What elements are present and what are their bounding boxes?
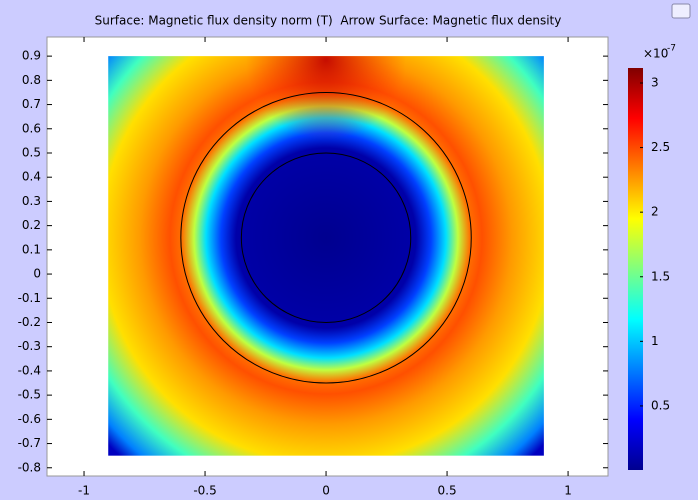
y-tick-label: 0.6 (22, 121, 41, 135)
x-tick-label: -0.5 (193, 484, 216, 498)
y-tick-label: -0.6 (18, 412, 41, 426)
y-tick-label: 0.3 (22, 194, 41, 208)
colorbar (628, 68, 643, 470)
colorbar-multiplier: ×10 (643, 47, 668, 61)
colorbar-tick-label: 2.5 (651, 140, 670, 154)
surface-hotspot (108, 56, 544, 456)
icon[interactable] (671, 3, 691, 19)
y-tick-label: -0.8 (18, 460, 41, 474)
y-tick-label: -0.7 (18, 436, 41, 450)
colorbar-tick-label: 0.5 (651, 398, 670, 412)
chart-title: Surface: Magnetic flux density norm (T) … (95, 14, 562, 28)
x-tick-label: 0.5 (438, 484, 457, 498)
boundary-circle (180, 91, 472, 384)
y-tick-label: 0.2 (22, 218, 41, 232)
x-tick-label: 0 (322, 484, 330, 498)
surface (108, 56, 544, 456)
x-tick-label: 1 (564, 484, 572, 498)
y-tick-label: 0.1 (22, 242, 41, 256)
y-tick-label: 0.7 (22, 97, 41, 111)
colorbar-tick-label: 1.5 (651, 269, 670, 283)
y-tick-label: -0.3 (18, 339, 41, 353)
y-tick-label: 0.5 (22, 145, 41, 159)
y-tick-label: 0 (33, 267, 41, 281)
colorbar-exponent: -7 (667, 44, 676, 54)
colorbar-tick-label: 2 (651, 205, 659, 219)
x-tick-label: -1 (78, 484, 90, 498)
colorbar-tick-label: 1 (651, 334, 659, 348)
y-tick-label: 0.8 (22, 73, 41, 87)
colorbar-tick-label: 3 (651, 75, 659, 89)
y-tick-label: -0.2 (18, 315, 41, 329)
boundary-circle (240, 152, 412, 323)
y-tick-label: 0.9 (22, 49, 41, 63)
y-tick-label: 0.4 (22, 170, 41, 184)
y-tick-label: -0.5 (18, 388, 41, 402)
y-tick-label: -0.4 (18, 363, 41, 377)
y-tick-label: -0.1 (18, 291, 41, 305)
